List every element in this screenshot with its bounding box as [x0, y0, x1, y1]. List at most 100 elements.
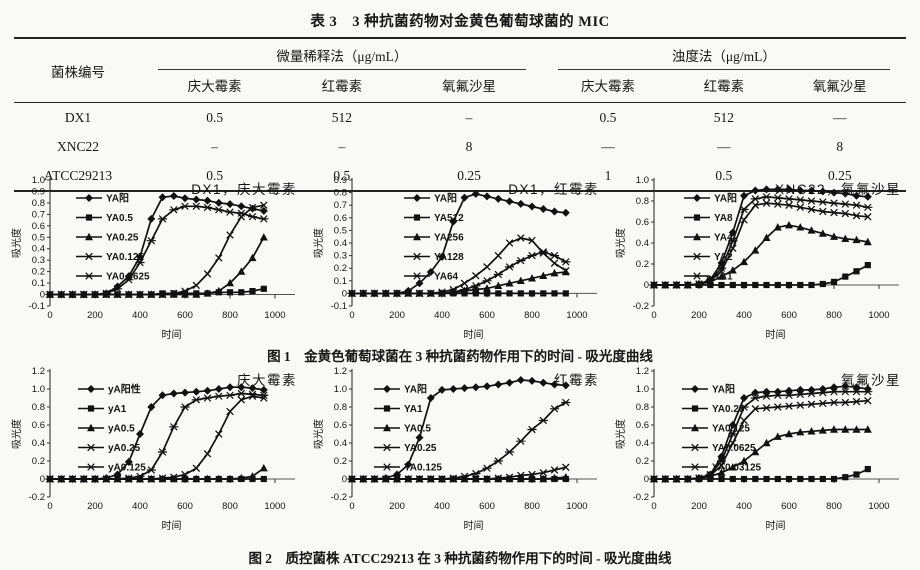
svg-text:0.6: 0.6 [32, 420, 45, 431]
value-cell: 0.5 [715, 167, 733, 183]
value-cell: — [601, 138, 615, 154]
svg-text:1000: 1000 [868, 501, 889, 512]
svg-text:0.2: 0.2 [32, 456, 45, 467]
svg-text:0.3: 0.3 [334, 251, 347, 262]
svg-text:YA阳: YA阳 [106, 193, 129, 205]
svg-text:YA0.0625: YA0.0625 [106, 272, 150, 283]
svg-text:1000: 1000 [868, 310, 889, 321]
svg-text:1.0: 1.0 [636, 175, 649, 186]
svg-text:0.8: 0.8 [32, 402, 45, 413]
svg-text:0.6: 0.6 [32, 221, 45, 232]
svg-text:0.8: 0.8 [334, 402, 347, 413]
svg-text:yA1: yA1 [108, 404, 127, 415]
chart-dx1-gentamicin: 1.0 0.9 0.8 0.7 0.6 0.5 0.4 0.3 0.2 0.1 0 -0.1 0 200 4… [10, 172, 309, 342]
svg-text:0: 0 [342, 474, 347, 485]
svg-text:200: 200 [87, 501, 103, 512]
svg-text:0.2: 0.2 [636, 259, 649, 270]
svg-text:YA256: YA256 [434, 233, 464, 244]
value-cell: 0.5 [599, 109, 617, 125]
svg-text:YA0.0625: YA0.0625 [712, 443, 756, 454]
svg-text:0.6: 0.6 [636, 420, 649, 431]
svg-text:-0.2: -0.2 [633, 492, 649, 503]
svg-text:0: 0 [47, 310, 52, 321]
svg-text:-0.1: -0.1 [29, 301, 45, 312]
svg-text:800: 800 [222, 501, 238, 512]
svg-text:YA128: YA128 [434, 252, 464, 263]
group-header-turbidity-label: 浊度法（μg/mL） [557, 39, 890, 70]
svg-text:400: 400 [736, 501, 752, 512]
svg-text:YA1: YA1 [404, 404, 423, 415]
svg-text:吸光度: 吸光度 [10, 419, 23, 449]
svg-text:YA阳: YA阳 [712, 384, 735, 396]
table-row-atcc29213: ATCC29213 0.5 0.5 0.25 1 0.5 0.25 [14, 161, 906, 191]
chart-xnc22-ofloxacin: 1.0 0.8 0.6 0.4 0.2 0 -0.2 0 200 400 600 800 1000 时间吸… [614, 172, 913, 342]
svg-text:0: 0 [644, 474, 649, 485]
svg-text:0.7: 0.7 [32, 209, 45, 220]
svg-text:0: 0 [651, 501, 656, 512]
svg-text:0: 0 [651, 310, 656, 321]
value-cell: – [465, 109, 473, 125]
svg-text:0.2: 0.2 [334, 456, 347, 467]
svg-text:400: 400 [736, 310, 752, 321]
svg-text:0.8: 0.8 [334, 188, 347, 199]
col-header-gentamicin-turb: 庆大霉素 [580, 79, 635, 94]
svg-text:0.2: 0.2 [636, 456, 649, 467]
chart-atcc29213-gentamicin: 1.2 1.0 0.8 0.6 0.4 0.2 0 -0.2 0 200 400 600 800 1000… [10, 363, 309, 533]
table-subheader-row: 庆大霉素 红霉素 氧氟沙星 庆大霉素 红霉素 氧氟沙星 [14, 70, 906, 103]
svg-text:600: 600 [781, 310, 797, 321]
chart-atcc29213-erythromycin: 1.2 1.0 0.8 0.6 0.4 0.2 0 -0.2 0 200 400 600 800 1000… [312, 363, 611, 533]
svg-text:200: 200 [389, 501, 405, 512]
svg-text:吸光度: 吸光度 [614, 228, 627, 258]
svg-text:时间: 时间 [162, 519, 182, 532]
svg-text:200: 200 [389, 310, 405, 321]
svg-text:YA4: YA4 [714, 233, 733, 244]
svg-text:400: 400 [132, 310, 148, 321]
table-title: 表 3 3 种抗菌药物对金黄色葡萄球菌的 MIC [310, 14, 610, 30]
svg-text:0.8: 0.8 [32, 198, 45, 209]
table-row-xnc22: XNC22 – – 8 — — 8 [14, 132, 906, 161]
svg-text:0.6: 0.6 [636, 217, 649, 228]
svg-text:时间: 时间 [162, 328, 182, 341]
col-header-erythromycin-turb: 红霉素 [703, 79, 745, 94]
svg-text:200: 200 [87, 310, 103, 321]
svg-text:600: 600 [177, 310, 193, 321]
svg-text:600: 600 [177, 501, 193, 512]
figure-2: 1.2 1.0 0.8 0.6 0.4 0.2 0 -0.2 0 200 400 600 800 1000… [10, 363, 913, 533]
svg-text:-0.2: -0.2 [633, 301, 649, 312]
svg-text:0: 0 [644, 280, 649, 291]
svg-text:YA阳: YA阳 [434, 193, 457, 205]
col-header-ofloxacin-turb: 氧氟沙星 [812, 79, 867, 94]
svg-text:YA阳: YA阳 [714, 193, 737, 205]
svg-text:YA0.125: YA0.125 [106, 252, 144, 263]
value-cell: 0.5 [206, 167, 224, 183]
svg-text:1.2: 1.2 [32, 366, 45, 377]
svg-text:1.2: 1.2 [334, 366, 347, 377]
svg-text:吸光度: 吸光度 [614, 419, 627, 449]
mic-table: 菌株编号 微量稀释法（μg/mL） 浊度法（μg/mL） 庆大霉素 红霉素 氧氟… [14, 37, 906, 192]
value-cell: 0.5 [333, 167, 351, 183]
svg-text:200: 200 [691, 501, 707, 512]
svg-text:0.5: 0.5 [334, 225, 347, 236]
svg-text:-0.1: -0.1 [331, 301, 347, 312]
svg-text:400: 400 [132, 501, 148, 512]
svg-text:YA0.25: YA0.25 [404, 443, 437, 454]
svg-text:800: 800 [524, 501, 540, 512]
line-chart-svg: 0.90.80.70.60.50.40.30.20.10-0.10 200 400 6… [312, 175, 598, 341]
line-chart-svg: 1.21.00.80.60.40.20-0.20 200 400 600 800 1000… [312, 366, 598, 532]
svg-text:0: 0 [342, 288, 347, 299]
svg-text:800: 800 [826, 310, 842, 321]
svg-text:0.4: 0.4 [636, 438, 649, 449]
svg-text:0.6: 0.6 [334, 213, 347, 224]
group-header-turbidity: 浊度法（μg/mL） [542, 38, 906, 70]
svg-text:DX1，庆大霉素: DX1，庆大霉素 [191, 182, 297, 197]
svg-text:600: 600 [479, 501, 495, 512]
table-row-dx1: DX1 0.5 512 – 0.5 512 — [14, 103, 906, 133]
value-cell: — [833, 109, 847, 125]
svg-text:0: 0 [40, 290, 45, 301]
svg-text:0.9: 0.9 [32, 187, 45, 198]
strain-cell: ATCC29213 [43, 167, 113, 183]
svg-text:0.4: 0.4 [334, 238, 347, 249]
svg-text:1.2: 1.2 [636, 366, 649, 377]
svg-text:0: 0 [349, 310, 354, 321]
